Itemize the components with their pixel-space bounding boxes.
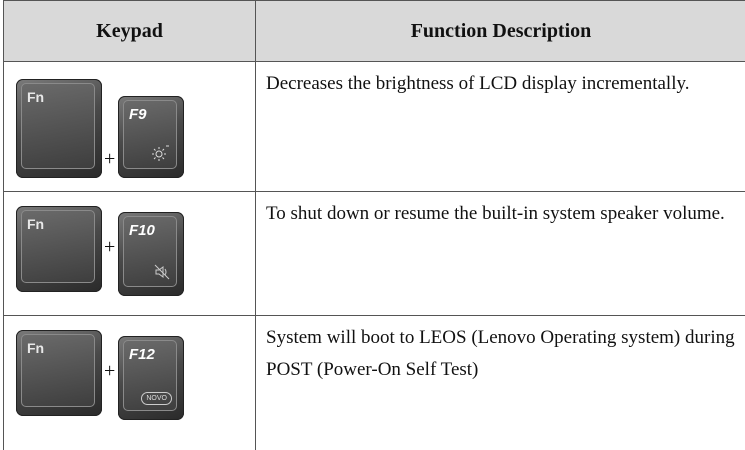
key-inner [21,83,95,169]
fn-key: Fn [16,330,102,416]
key-inner [123,100,177,169]
description-cell: Decreases the brightness of LCD display … [256,62,745,191]
keypad-cell: Fn + F10 [4,192,256,315]
plus-sign: + [104,148,116,170]
key-inner [21,210,95,283]
description-text: System will boot to LEOS (Lenovo Operati… [266,327,735,380]
keypad-cell: Fn + F12 NOVO [4,316,256,450]
description-cell: System will boot to LEOS (Lenovo Operati… [256,316,745,450]
keypad-cell: Fn + F9 [4,62,256,191]
function-key: F12 NOVO [118,336,184,420]
function-key: F10 [118,212,184,296]
key-label: F12 [129,346,155,363]
key-label: F10 [129,222,155,239]
description-cell: To shut down or resume the built-in syst… [256,192,745,315]
table-row: Fn + F9 Decreases the brightness of LCD dis… [4,62,745,192]
function-key: F9 [118,96,184,178]
key-icon [154,264,170,280]
fn-key: Fn [16,79,102,178]
header-cell: Function Description [410,19,592,42]
plus-sign: + [104,360,116,382]
function-key-table: Keypad Function Description Fn + F9 Decreas… [3,0,745,450]
key-badge: NOVO [141,392,172,405]
key-label: Fn [27,216,45,232]
table-row: Fn + F10 To shut down or resume the built-i… [4,192,745,316]
table-row: Fn + F12 NOVO System will boot to LEOS (Leno… [4,316,745,450]
key-inner [123,216,177,287]
key-inner [21,334,95,407]
plus-sign: + [104,236,116,258]
key-label: Fn [27,340,45,356]
header-row: Keypad Function Description [4,0,745,62]
description-text: To shut down or resume the built-in syst… [266,203,725,224]
key-icon [152,145,169,161]
header-cell: Keypad [4,1,256,61]
key-label: F9 [129,106,147,123]
fn-key: Fn [16,206,102,292]
description-text: Decreases the brightness of LCD display … [266,73,690,94]
key-label: Fn [27,89,45,105]
